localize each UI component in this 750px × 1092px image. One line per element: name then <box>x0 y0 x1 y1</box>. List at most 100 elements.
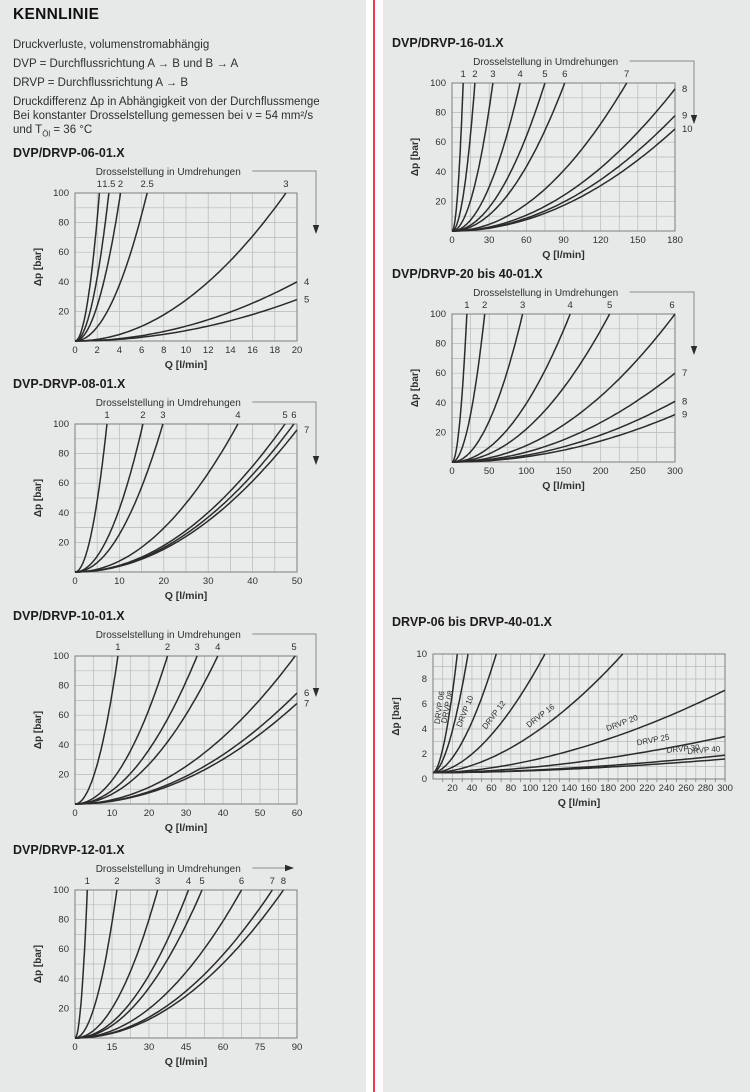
curve-label: 5 <box>199 876 204 887</box>
curve-label: 7 <box>304 698 309 709</box>
svg-text:80: 80 <box>435 339 446 350</box>
curve-7 <box>75 702 298 805</box>
curve-5 <box>75 298 298 342</box>
legend-label: Drosselstellung in Umdrehungen <box>96 398 241 409</box>
y-axis-label: Δp [bar] <box>33 945 44 983</box>
curve-label: 3 <box>160 410 165 421</box>
curve-label: 6 <box>562 69 567 80</box>
curve-1.5 <box>75 192 110 342</box>
curve-label: DRVP 40 <box>687 744 721 756</box>
y-axis-label: Δp [bar] <box>33 711 44 749</box>
svg-text:15: 15 <box>107 1042 118 1053</box>
grid <box>75 193 297 341</box>
y-axis-label: Δp [bar] <box>410 138 421 176</box>
curve-label: 10 <box>682 124 693 135</box>
curve-3 <box>452 82 494 232</box>
chart-title: DVP/DRVP-16-01.X <box>392 36 504 50</box>
curve-4 <box>452 82 521 232</box>
curve-1 <box>75 192 101 342</box>
y-axis-label: Δp [bar] <box>410 369 421 407</box>
curve-6 <box>452 313 676 463</box>
chart-dvp-drvp-10-01x-plot: 0 10 20 30 40 50 60 20 40 60 80 100 Q [l/min] Δp [bar… <box>33 630 320 834</box>
plot-border <box>451 313 676 463</box>
curve-label: 4 <box>186 876 191 887</box>
svg-text:10: 10 <box>107 808 118 819</box>
curve-label: 6 <box>304 688 309 699</box>
grid <box>75 890 297 1038</box>
svg-text:20: 20 <box>58 1003 69 1014</box>
x-axis-label: Q [l/min] <box>165 359 208 371</box>
curve-1 <box>75 423 108 573</box>
curve-label: 1 <box>461 69 466 80</box>
svg-text:80: 80 <box>58 915 69 926</box>
svg-text:30: 30 <box>181 808 192 819</box>
svg-text:50: 50 <box>484 466 495 477</box>
svg-text:10: 10 <box>181 345 192 356</box>
curve-label: 5 <box>282 410 287 421</box>
curve-label: 5 <box>607 300 612 311</box>
column-gutter <box>366 0 383 1092</box>
x-axis-label: Q [l/min] <box>165 590 208 602</box>
curve-3 <box>75 423 164 573</box>
curve-3 <box>75 192 287 342</box>
svg-text:60: 60 <box>58 247 69 258</box>
curve-label: 6 <box>239 876 244 887</box>
tick-labels: 0 30 60 90 120 150 180 20 40 60 80 100 <box>430 78 683 246</box>
svg-text:0: 0 <box>422 774 427 785</box>
svg-text:200: 200 <box>620 783 636 794</box>
svg-text:20: 20 <box>292 345 303 356</box>
svg-text:300: 300 <box>667 466 683 477</box>
curve-label: 4 <box>568 300 573 311</box>
svg-text:60: 60 <box>58 710 69 721</box>
svg-text:200: 200 <box>593 466 609 477</box>
svg-text:45: 45 <box>181 1042 192 1053</box>
svg-text:6: 6 <box>139 345 144 356</box>
curve-label: 5 <box>291 642 296 653</box>
svg-text:0: 0 <box>72 345 77 356</box>
svg-text:30: 30 <box>484 235 495 246</box>
svg-text:4: 4 <box>117 345 122 356</box>
svg-text:0: 0 <box>72 576 77 587</box>
intro-text: Druckverluste, volumenstromabhängig DVP … <box>13 38 363 141</box>
svg-text:80: 80 <box>58 218 69 229</box>
svg-text:100: 100 <box>518 466 534 477</box>
curve-DRVP 25 <box>432 735 726 774</box>
arrow-head-down <box>312 688 320 697</box>
arrow-head-down <box>312 225 320 234</box>
plot-border <box>74 655 298 805</box>
svg-text:20: 20 <box>58 769 69 780</box>
tick-labels: 0 10 20 30 40 50 60 20 40 60 80 100 <box>53 651 302 819</box>
chart-title: DVP/DRVP-06-01.X <box>13 146 125 160</box>
curve-2 <box>452 82 476 232</box>
svg-text:90: 90 <box>292 1042 303 1053</box>
curve-3 <box>75 655 198 805</box>
page-title: KENNLINIE <box>13 6 100 23</box>
svg-text:40: 40 <box>435 398 446 409</box>
svg-text:260: 260 <box>678 783 694 794</box>
svg-text:100: 100 <box>53 419 69 430</box>
curve-label: 5 <box>304 295 309 306</box>
curve-label: 1 <box>97 179 102 190</box>
svg-text:250: 250 <box>630 466 646 477</box>
arrow-head-down <box>690 115 698 124</box>
svg-text:60: 60 <box>435 368 446 379</box>
curve-5 <box>452 82 546 232</box>
curve-5 <box>452 313 611 463</box>
curve-label: 3 <box>520 300 525 311</box>
curve-7 <box>452 372 676 463</box>
svg-text:150: 150 <box>556 466 572 477</box>
chart-dvp-drvp-12-01x: DVP/DRVP-12-01.X 0 15 30 45 60 75 90 20 40 60 80 10… <box>13 843 358 1070</box>
svg-text:80: 80 <box>435 108 446 119</box>
svg-text:280: 280 <box>698 783 714 794</box>
curve-8 <box>75 889 285 1039</box>
svg-text:40: 40 <box>58 508 69 519</box>
curve-label: 7 <box>624 69 629 80</box>
intro-line: Druckdifferenz Δp in Abhängigkeit von de… <box>13 96 320 108</box>
chart-dvp-drvp-08-01x-plot: 0 10 20 30 40 50 20 40 60 80 100 Q [l/min] Δp [bar] D… <box>33 398 320 602</box>
curve-DRVP 12 <box>432 653 546 774</box>
svg-text:300: 300 <box>717 783 733 794</box>
curve-label: 4 <box>517 69 522 80</box>
plot-border <box>74 889 298 1039</box>
chart-title: DRVP-06 bis DRVP-40-01.X <box>392 615 553 629</box>
chart-title: DVP/DRVP-20 bis 40-01.X <box>392 267 543 281</box>
